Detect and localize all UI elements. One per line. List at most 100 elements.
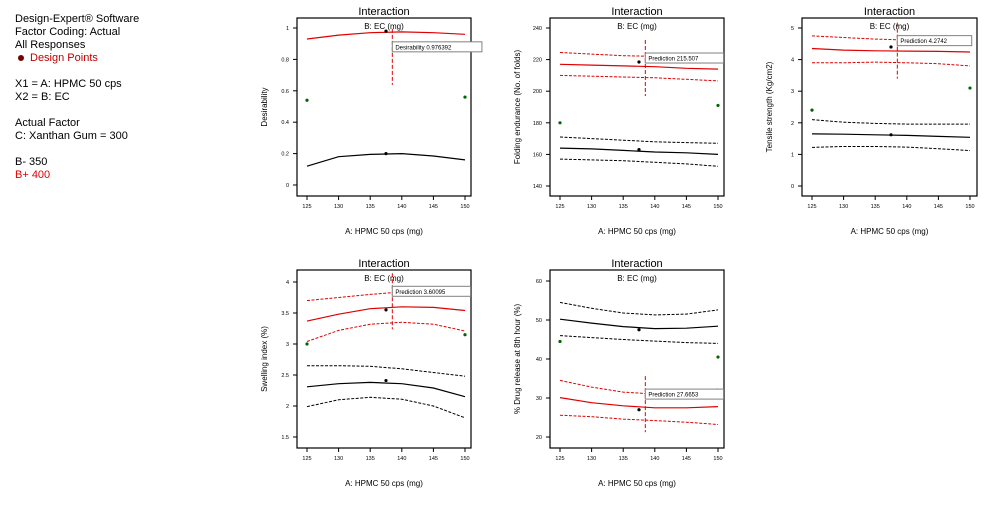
chart-2: Interaction B: EC (mg) 125 130 135 140 145 150 1… [513,6,725,236]
x-tick-label: 135 [366,456,375,462]
series-line-b-400-lower [559,74,719,82]
y-tick-label: 1 [286,26,289,32]
design-point [637,408,641,412]
y-tick-label: 5 [791,26,794,32]
series-line-b-400 [306,306,466,322]
x1-label: X1 = A: HPMC 50 cps [15,78,122,90]
series-line-b-400-lower [812,61,971,67]
x-tick-label: 145 [682,456,691,462]
legend-panel: Design-Expert® Software Factor Coding: A… [15,13,139,182]
actual-factor-title: Actual Factor [15,117,80,129]
design-points-legend: Design Points [15,52,139,65]
x-tick-label: 135 [619,204,628,210]
design-point [716,355,720,359]
actual-factor-label: C: Xanthan Gum = 300 [15,130,128,142]
y-tick-label: 60 [536,279,542,285]
design-point [305,342,309,346]
design-point [558,121,562,125]
design-point [637,60,641,64]
x-axis-label: A: HPMC 50 cps (mg) [598,227,676,236]
x2-label: X2 = B: EC [15,91,70,103]
x-tick-label: 140 [650,204,659,210]
design-point [305,98,309,102]
design-point [384,29,388,33]
x-tick-label: 130 [334,456,343,462]
y-tick-label: 50 [536,318,542,324]
tooltip-box [644,52,725,64]
series-line-b-350 [306,381,466,398]
tooltip-box [391,285,472,297]
chart-title: Interaction [864,6,915,18]
y-tick-label: 140 [533,184,542,190]
x-tick-label: 125 [807,204,816,210]
x-tick-label: 125 [555,456,564,462]
x-tick-label: 140 [397,204,406,210]
coding-label: Factor Coding: Actual [15,26,121,38]
series-line-b-400 [811,47,971,53]
tooltip-text: Prediction 4.2742 [900,39,947,45]
series-line-b-350-upper [307,365,466,377]
x-tick-label: 150 [713,456,722,462]
plot-frame [549,269,725,449]
y-axis-label: Tensile strength (Kg/cm2) [765,61,774,152]
x-tick-label: 135 [619,456,628,462]
design-point [889,133,893,137]
y-tick-label: 2 [791,121,794,127]
y-axis-label: Swelling index (%) [260,326,269,392]
x-tick-label: 125 [555,204,564,210]
x-tick-label: 150 [965,204,974,210]
chart-subtitle: B: EC (mg) [364,22,404,31]
series-line-b-400 [559,397,719,409]
design-point-icon [18,54,24,61]
b-plus-label: B+ 400 [15,169,51,181]
series-line-b-350-upper [559,301,719,316]
prediction-tooltip: Prediction 215.507 [644,52,725,64]
x-tick-label: 145 [429,204,438,210]
x-tick-label: 140 [902,204,911,210]
software-label: Design-Expert® Software [15,13,140,25]
design-point [637,328,641,332]
chart-title: Interaction [358,6,409,18]
chart-subtitle: B: EC (mg) [364,274,404,283]
plot-frame [296,269,472,449]
design-point [889,45,893,49]
y-tick-label: 30 [536,396,542,402]
x-tick-label: 140 [650,456,659,462]
x-tick-label: 150 [713,204,722,210]
y-tick-label: 3 [791,89,794,95]
tooltip-text: Prediction 215.507 [648,57,699,63]
x-tick-label: 130 [587,456,596,462]
series-line-b-350-lower [811,146,971,152]
chart-4: Interaction B: EC (mg) 125 130 135 140 145 150 1… [260,258,472,488]
design-point [463,95,467,99]
prediction-tooltip: Prediction 27.6653 [644,388,725,400]
design-point [716,103,720,108]
tooltip-box [896,35,973,47]
design-point [384,308,388,312]
x-axis-label: A: HPMC 50 cps (mg) [345,227,423,236]
series-line-b-350 [306,152,466,167]
tooltip-box [391,41,483,53]
y-tick-label: 0 [791,184,794,190]
y-tick-label: 0.8 [281,57,289,63]
y-tick-label: 2.5 [281,373,289,379]
series-line-b-400-lower [306,321,466,342]
y-tick-label: 160 [533,152,542,158]
chart-subtitle: B: EC (mg) [617,274,657,283]
chart-subtitle: B: EC (mg) [617,22,657,31]
series-line-b-350-upper [811,119,970,125]
prediction-tooltip: Prediction 4.2742 [896,35,973,47]
y-tick-label: 4 [791,58,794,64]
x-tick-label: 130 [839,204,848,210]
tooltip-box [644,388,725,400]
y-tick-label: 220 [533,58,542,64]
y-tick-label: 0 [286,183,289,189]
y-tick-label: 240 [533,26,542,32]
design-points-label: Design Points [30,52,98,64]
chart-5: Interaction B: EC (mg) 125 130 135 140 145 150 2… [513,258,725,488]
x-tick-label: 150 [460,204,469,210]
y-tick-label: 2 [286,404,289,410]
plot-frame [801,17,978,197]
design-point [384,152,388,156]
